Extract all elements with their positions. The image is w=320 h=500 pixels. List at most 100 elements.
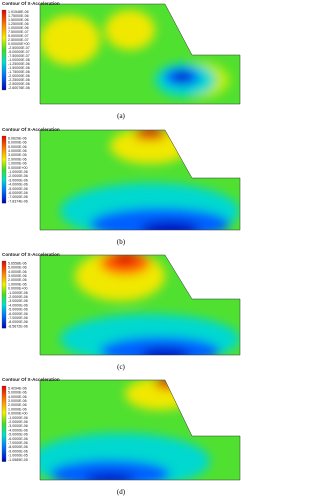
color-bar: [1, 9, 7, 91]
caption: (c): [117, 363, 125, 371]
contour-region: [140, 221, 200, 230]
legend-label: -7.50000E-07: [8, 54, 30, 58]
legend-label: -2.00000E-06: [8, 74, 30, 78]
legend-label: 4.0000E-06: [8, 270, 27, 274]
contour-field: [40, 380, 240, 480]
legend-label: -4.0000E-06: [8, 303, 28, 307]
legend-label: -1.0000E-06: [8, 416, 28, 420]
legend-label: 2.0000E-06: [8, 157, 27, 161]
legend-label: -3.0000E-06: [8, 178, 28, 182]
legend-label: 1.0000E-06: [8, 407, 27, 411]
legend-label: -6.0000E-06: [8, 437, 28, 441]
contour-region: [134, 130, 166, 140]
model-outline: [39, 129, 241, 231]
legend-label: 1.91548E-06: [8, 10, 29, 14]
figure: Contour Of X-Acceleration 1.91548E-061.75…: [1, 1, 241, 496]
contour-region: [113, 255, 137, 265]
contour-blobs: [60, 130, 240, 230]
legend-label: 3.0000E-06: [8, 153, 27, 157]
legend-label: -6.0000E-06: [8, 191, 28, 195]
contour-region: [140, 348, 190, 355]
legend-label: -1.25000E-06: [8, 62, 30, 66]
legend-label: -1.0589E-05: [8, 458, 28, 462]
legend-label: -6.0000E-06: [8, 312, 28, 316]
legend-label: 2.0000E-06: [8, 278, 27, 282]
legend-label: -8.0000E-06: [8, 445, 28, 449]
legend-label: -5.0000E-06: [8, 187, 28, 191]
legend-label: 1.50000E-06: [8, 18, 29, 22]
legend-label: 5.0000E-06: [8, 266, 27, 270]
contour-field: [40, 255, 240, 355]
legend-label: -8.0000E-06: [8, 320, 28, 324]
legend-label: -2.0000E-06: [8, 295, 28, 299]
legend-label: 1.00000E-06: [8, 26, 29, 30]
legend-label: -1.0000E-06: [8, 170, 28, 174]
contour-region: [85, 473, 135, 480]
legend-label: -7.8374E-06: [8, 199, 28, 203]
legend-label: 3.0000E-06: [8, 399, 27, 403]
contour-blobs: [60, 255, 240, 355]
legend-label: -4.0000E-06: [8, 428, 28, 432]
contour-region: [173, 72, 191, 82]
legend-label: -2.0000E-06: [8, 174, 28, 178]
legend-title: Contour Of X-Acceleration: [2, 127, 60, 132]
legend-label: 6.0629E-06: [8, 136, 27, 140]
legend-label: 0.00000E+00: [8, 42, 29, 46]
model-outline: [39, 3, 241, 105]
legend-label: 5.0000E-06: [8, 391, 27, 395]
legend-label: -9.0000E-06: [8, 449, 28, 453]
legend-label: -2.25000E-06: [8, 78, 30, 82]
color-bar: [1, 385, 7, 462]
legend-label: 7.50000E-07: [8, 30, 29, 34]
legend-label: -1.0000E-05: [8, 454, 28, 458]
legend-label: -2.60076E-06: [8, 86, 30, 90]
legend-label: -2.0000E-06: [8, 420, 28, 424]
model-outline: [39, 254, 241, 356]
contour-field: [40, 4, 240, 104]
panel: Contour Of X-Acceleration 6.0629E-066.000…: [1, 127, 241, 246]
legend-label: -7.0000E-06: [8, 195, 28, 199]
legend-label: -1.0000E-06: [8, 291, 28, 295]
panel: Contour Of X-Acceleration 1.91548E-061.75…: [1, 1, 241, 120]
caption: (b): [117, 238, 126, 246]
legend-label: -3.0000E-06: [8, 424, 28, 428]
contour-region: [40, 15, 100, 65]
legend-label: 5.0000E-06: [8, 145, 27, 149]
legend-label: 2.50000E-07: [8, 38, 29, 42]
legend-label: 1.0000E-06: [8, 162, 27, 166]
legend-label: -8.5672E-06: [8, 324, 28, 328]
legend-title: Contour Of X-Acceleration: [2, 1, 60, 6]
panel: Contour Of X-Acceleration 5.6558E-065.000…: [1, 252, 241, 371]
legend-label: 4.0000E-06: [8, 395, 27, 399]
color-bar: [1, 135, 7, 204]
legend-label: -7.0000E-06: [8, 316, 28, 320]
caption: (a): [117, 112, 125, 120]
legend-label: -1.50000E-06: [8, 66, 30, 70]
legend-label: -1.75000E-06: [8, 70, 30, 74]
contour-region: [154, 380, 186, 389]
legend-label: 0.0000E+00: [8, 287, 28, 291]
legend-label: 5.6558E-06: [8, 261, 27, 265]
legend-label: -5.0000E-06: [8, 308, 28, 312]
legend-label: -7.0000E-06: [8, 441, 28, 445]
color-bar: [1, 260, 7, 329]
contour-blobs: [40, 10, 230, 98]
panel: Contour Of X-Acceleration 5.4294E-065.000…: [1, 377, 241, 496]
legend-label: -3.0000E-06: [8, 299, 28, 303]
legend-label: 1.25000E-06: [8, 22, 29, 26]
legend-label: 6.0000E-06: [8, 141, 27, 145]
legend-title: Contour Of X-Acceleration: [2, 377, 60, 382]
caption: (d): [117, 488, 126, 496]
legend-label: 0.0000E+00: [8, 166, 28, 170]
legend-label: -2.50000E-07: [8, 46, 30, 50]
legend-title: Contour Of X-Acceleration: [2, 252, 60, 257]
contour-region: [105, 10, 155, 50]
legend-label: 1.0000E-06: [8, 282, 27, 286]
legend-label: 3.0000E-06: [8, 274, 27, 278]
legend-label: -2.50000E-06: [8, 82, 30, 86]
legend-label: 2.0000E-06: [8, 403, 27, 407]
legend-label: 0.0000E+00: [8, 412, 28, 416]
contour-field: [40, 130, 240, 230]
legend-label: 1.75000E-06: [8, 14, 29, 18]
legend-label: -5.00000E-07: [8, 50, 30, 54]
